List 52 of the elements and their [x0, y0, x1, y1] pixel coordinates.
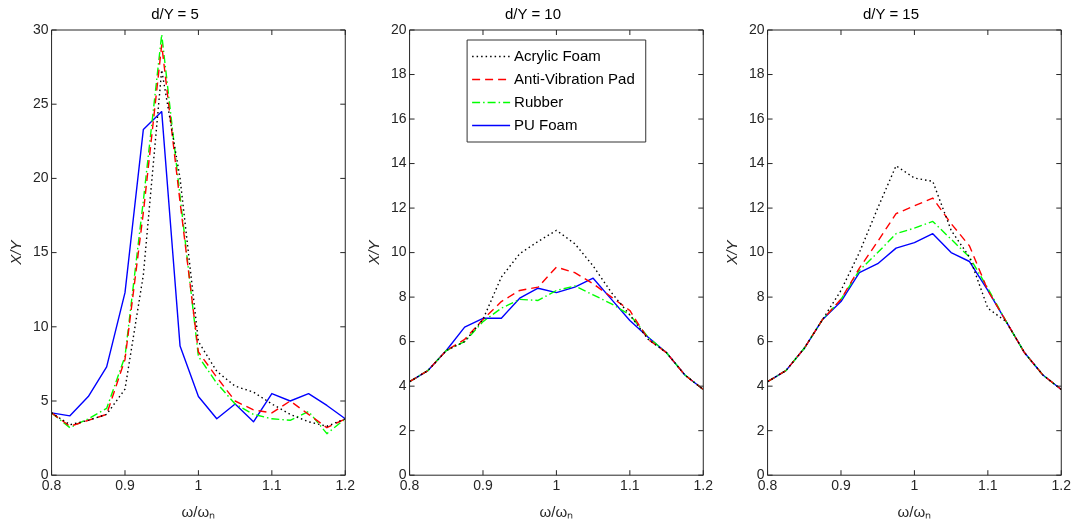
y-tick-label: 5 — [40, 391, 49, 408]
y-tick-label: 10 — [390, 243, 407, 260]
y-tick-label: 30 — [32, 20, 49, 37]
x-tick-label: 1 — [910, 477, 919, 494]
y-tick-label: 25 — [32, 95, 49, 112]
x-tick-label: 1 — [194, 477, 203, 494]
y-tick-label: 8 — [398, 287, 407, 304]
y-tick-label: 4 — [756, 377, 765, 394]
y-tick-label: 18 — [748, 65, 765, 82]
x-tick-label: 0.9 — [473, 477, 493, 494]
y-tick-label: 6 — [756, 332, 765, 349]
y-axis-title: X/Y — [365, 239, 383, 266]
y-tick-label: 14 — [748, 154, 765, 171]
y-tick-label: 2 — [398, 421, 407, 438]
chart-title: d/Y = 15 — [862, 5, 920, 23]
y-tick-label: 6 — [398, 332, 407, 349]
y-tick-label: 16 — [748, 109, 765, 126]
y-tick-label: 2 — [756, 421, 765, 438]
line-series — [409, 229, 704, 391]
y-tick-label: 20 — [32, 169, 49, 186]
legend-label: Rubber — [514, 92, 564, 110]
x-tick-label: 1.2 — [335, 477, 356, 494]
x-axis-title: ω/ωₙ — [897, 503, 932, 521]
x-tick-label: 0.9 — [115, 477, 135, 494]
legend-label: Acrylic Foam — [514, 46, 601, 64]
y-tick-label: 12 — [390, 198, 407, 215]
y-tick-label: 20 — [748, 20, 765, 37]
y-tick-label: 20 — [390, 20, 407, 37]
x-tick-label: 0.9 — [831, 477, 851, 494]
y-tick-label: 14 — [390, 154, 407, 171]
x-tick-label: 1.1 — [978, 477, 998, 494]
x-tick-label: 1.1 — [262, 477, 282, 494]
y-tick-label: 8 — [756, 287, 765, 304]
y-axis-title: X/Y — [7, 239, 25, 266]
legend-label: PU Foam — [514, 115, 578, 133]
x-axis-title: ω/ωₙ — [539, 503, 574, 521]
y-axis-title: X/Y — [723, 239, 741, 266]
y-tick-label: 4 — [398, 377, 407, 394]
y-tick-label: 10 — [748, 243, 765, 260]
x-tick-label: 1.1 — [620, 477, 640, 494]
x-tick-label: 1.2 — [693, 477, 714, 494]
chart-title: d/Y = 5 — [151, 5, 199, 23]
y-tick-label: 16 — [390, 109, 407, 126]
chart-title: d/Y = 10 — [504, 5, 562, 23]
y-tick-label: 12 — [748, 198, 765, 215]
x-tick-label: 1.2 — [1051, 477, 1072, 494]
y-tick-label: 10 — [32, 317, 49, 334]
x-axis-title: ω/ωₙ — [181, 503, 216, 521]
y-tick-label: 18 — [390, 65, 407, 82]
x-tick-label: 1 — [552, 477, 561, 494]
y-tick-label: 15 — [32, 243, 49, 260]
legend-label: Anti-Vibration Pad — [514, 69, 635, 87]
